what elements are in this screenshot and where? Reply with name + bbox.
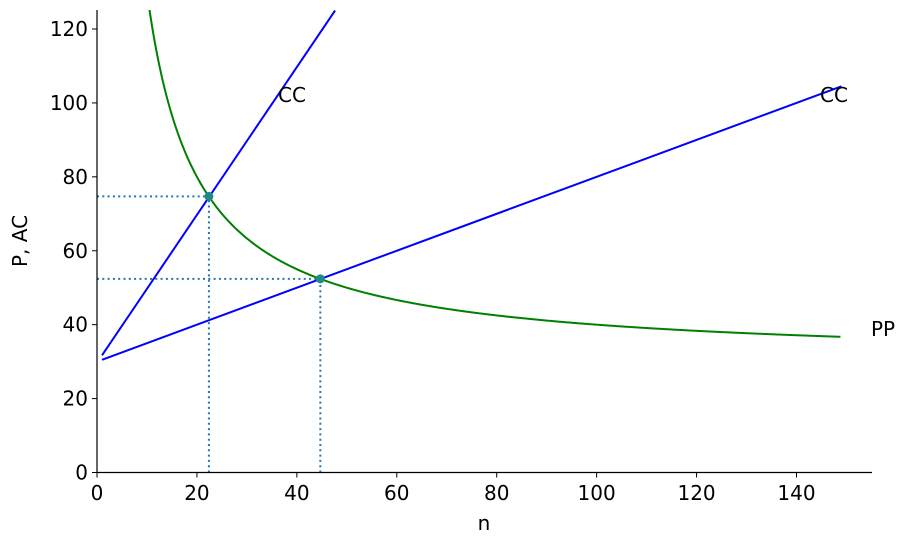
x-tick-label: 140 [777, 481, 815, 505]
cc-steep-label: CC [278, 83, 306, 107]
y-tick-label: 100 [50, 91, 88, 115]
curves [101, 10, 842, 361]
reference-lines [97, 195, 322, 473]
y-tick-label: 40 [63, 313, 88, 337]
cc-flat-line [101, 85, 842, 361]
x-tick-label: 60 [384, 481, 409, 505]
x-axis-ticks: 0 20 40 60 80 100 120 140 [91, 472, 816, 505]
x-tick-label: 80 [484, 481, 509, 505]
x-tick-label: 100 [578, 481, 616, 505]
pp-curve [148, 10, 841, 338]
y-tick-label: 0 [75, 461, 88, 485]
y-tick-label: 80 [63, 165, 88, 189]
y-tick-label: 120 [50, 17, 88, 41]
pp-label: PP [871, 317, 895, 341]
x-tick-label: 40 [284, 481, 309, 505]
x-tick-label: 120 [677, 481, 715, 505]
equilibrium-point [315, 274, 325, 284]
x-axis-label: n [478, 511, 491, 535]
y-tick-label: 60 [63, 239, 88, 263]
cc-flat-label: CC [820, 83, 848, 107]
y-axis-label: P, AC [8, 215, 32, 267]
x-tick-label: 0 [91, 481, 104, 505]
equilibrium-point [204, 191, 214, 201]
cc-steep-line [101, 10, 336, 356]
plot-area [97, 10, 842, 473]
x-tick-label: 20 [184, 481, 209, 505]
y-axis-ticks: 0 20 40 60 80 100 120 [50, 17, 97, 485]
y-tick-label: 20 [63, 387, 88, 411]
equilibrium-points [204, 191, 325, 284]
